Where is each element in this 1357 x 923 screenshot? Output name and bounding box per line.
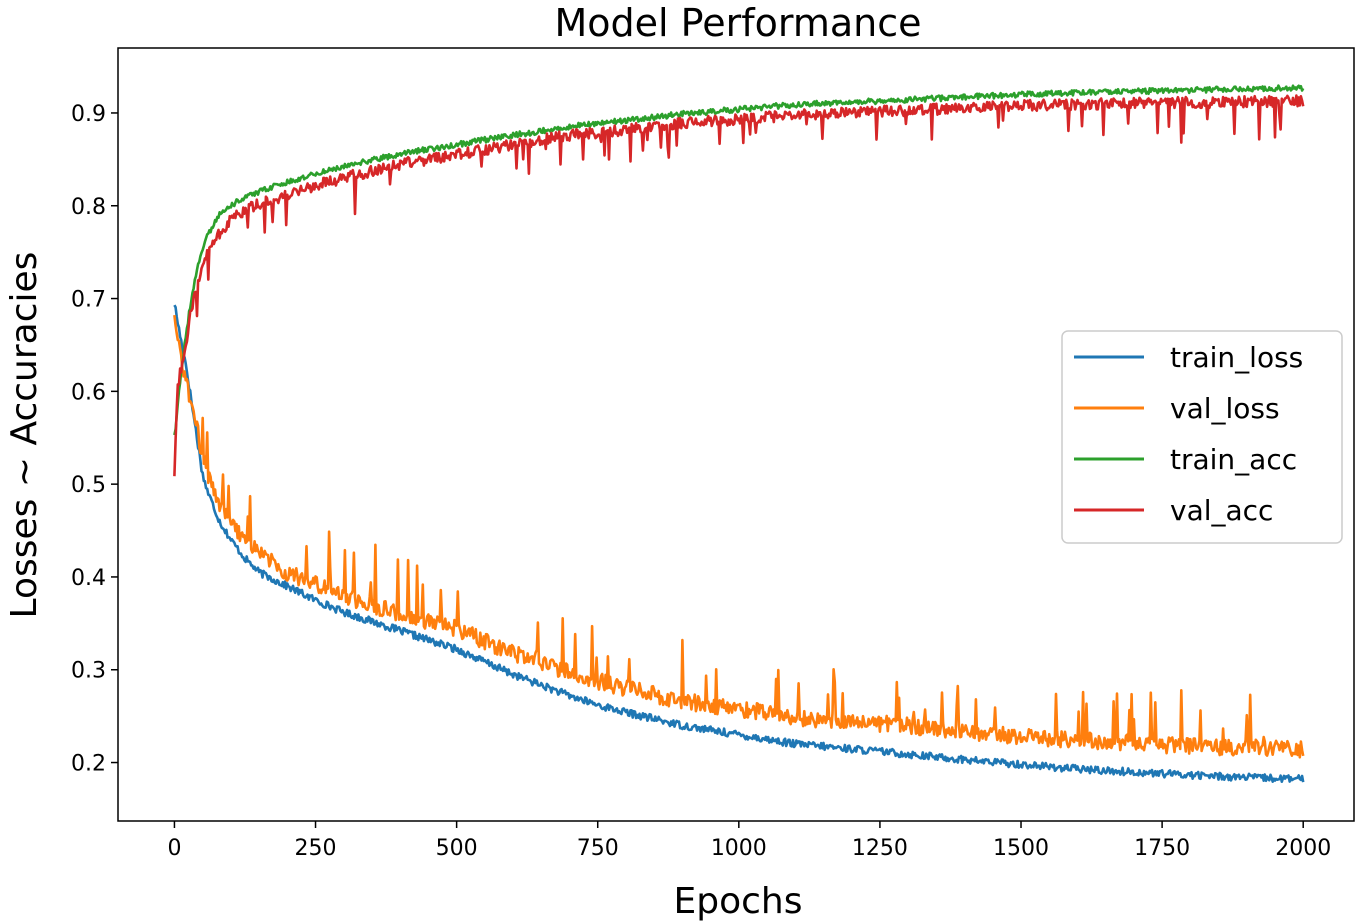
legend-box bbox=[1061, 330, 1343, 544]
x-tick-label: 1000 bbox=[711, 836, 767, 861]
legend-label: train_loss bbox=[1170, 341, 1303, 374]
chart-title: Model Performance bbox=[555, 1, 922, 45]
y-tick-label: 0.7 bbox=[71, 288, 106, 313]
y-tick-label: 0.5 bbox=[71, 473, 106, 498]
series-line-val-loss bbox=[173, 314, 1305, 759]
series-line-train-loss bbox=[173, 304, 1305, 783]
legend-label: val_acc bbox=[1170, 494, 1273, 527]
y-tick-label: 0.4 bbox=[71, 566, 106, 591]
x-tick-label: 1250 bbox=[852, 836, 908, 861]
y-axis: 0.2 0.3 0.4 0.5 0.6 0.7 0.8 0.9 bbox=[71, 102, 118, 777]
y-tick-label: 0.9 bbox=[71, 102, 106, 127]
series-line-val-acc bbox=[173, 94, 1305, 477]
y-tick-label: 0.6 bbox=[71, 380, 106, 405]
series-layer bbox=[173, 84, 1305, 783]
y-tick-label: 0.3 bbox=[71, 659, 106, 684]
y-axis-label: Losses ~ Accuracies bbox=[4, 252, 45, 619]
x-tick-label: 750 bbox=[577, 836, 619, 861]
x-tick-label: 1750 bbox=[1134, 836, 1190, 861]
y-tick-label: 0.2 bbox=[71, 752, 106, 777]
x-axis-label: Epochs bbox=[674, 881, 803, 922]
x-tick-label: 2000 bbox=[1275, 836, 1331, 861]
x-axis: 0 250 500 750 1000 1250 1500 1750 2000 bbox=[167, 821, 1331, 861]
x-tick-label: 1500 bbox=[993, 836, 1049, 861]
x-tick-label: 0 bbox=[167, 836, 181, 861]
legend-label: val_loss bbox=[1170, 392, 1280, 425]
x-tick-label: 500 bbox=[436, 836, 478, 861]
y-tick-label: 0.8 bbox=[71, 195, 106, 220]
legend: train_loss val_loss train_acc val_acc bbox=[1061, 330, 1343, 544]
x-tick-label: 250 bbox=[295, 836, 337, 861]
plot-frame bbox=[117, 47, 1355, 822]
series-line-train-acc bbox=[173, 84, 1305, 436]
legend-label: train_acc bbox=[1170, 443, 1297, 476]
